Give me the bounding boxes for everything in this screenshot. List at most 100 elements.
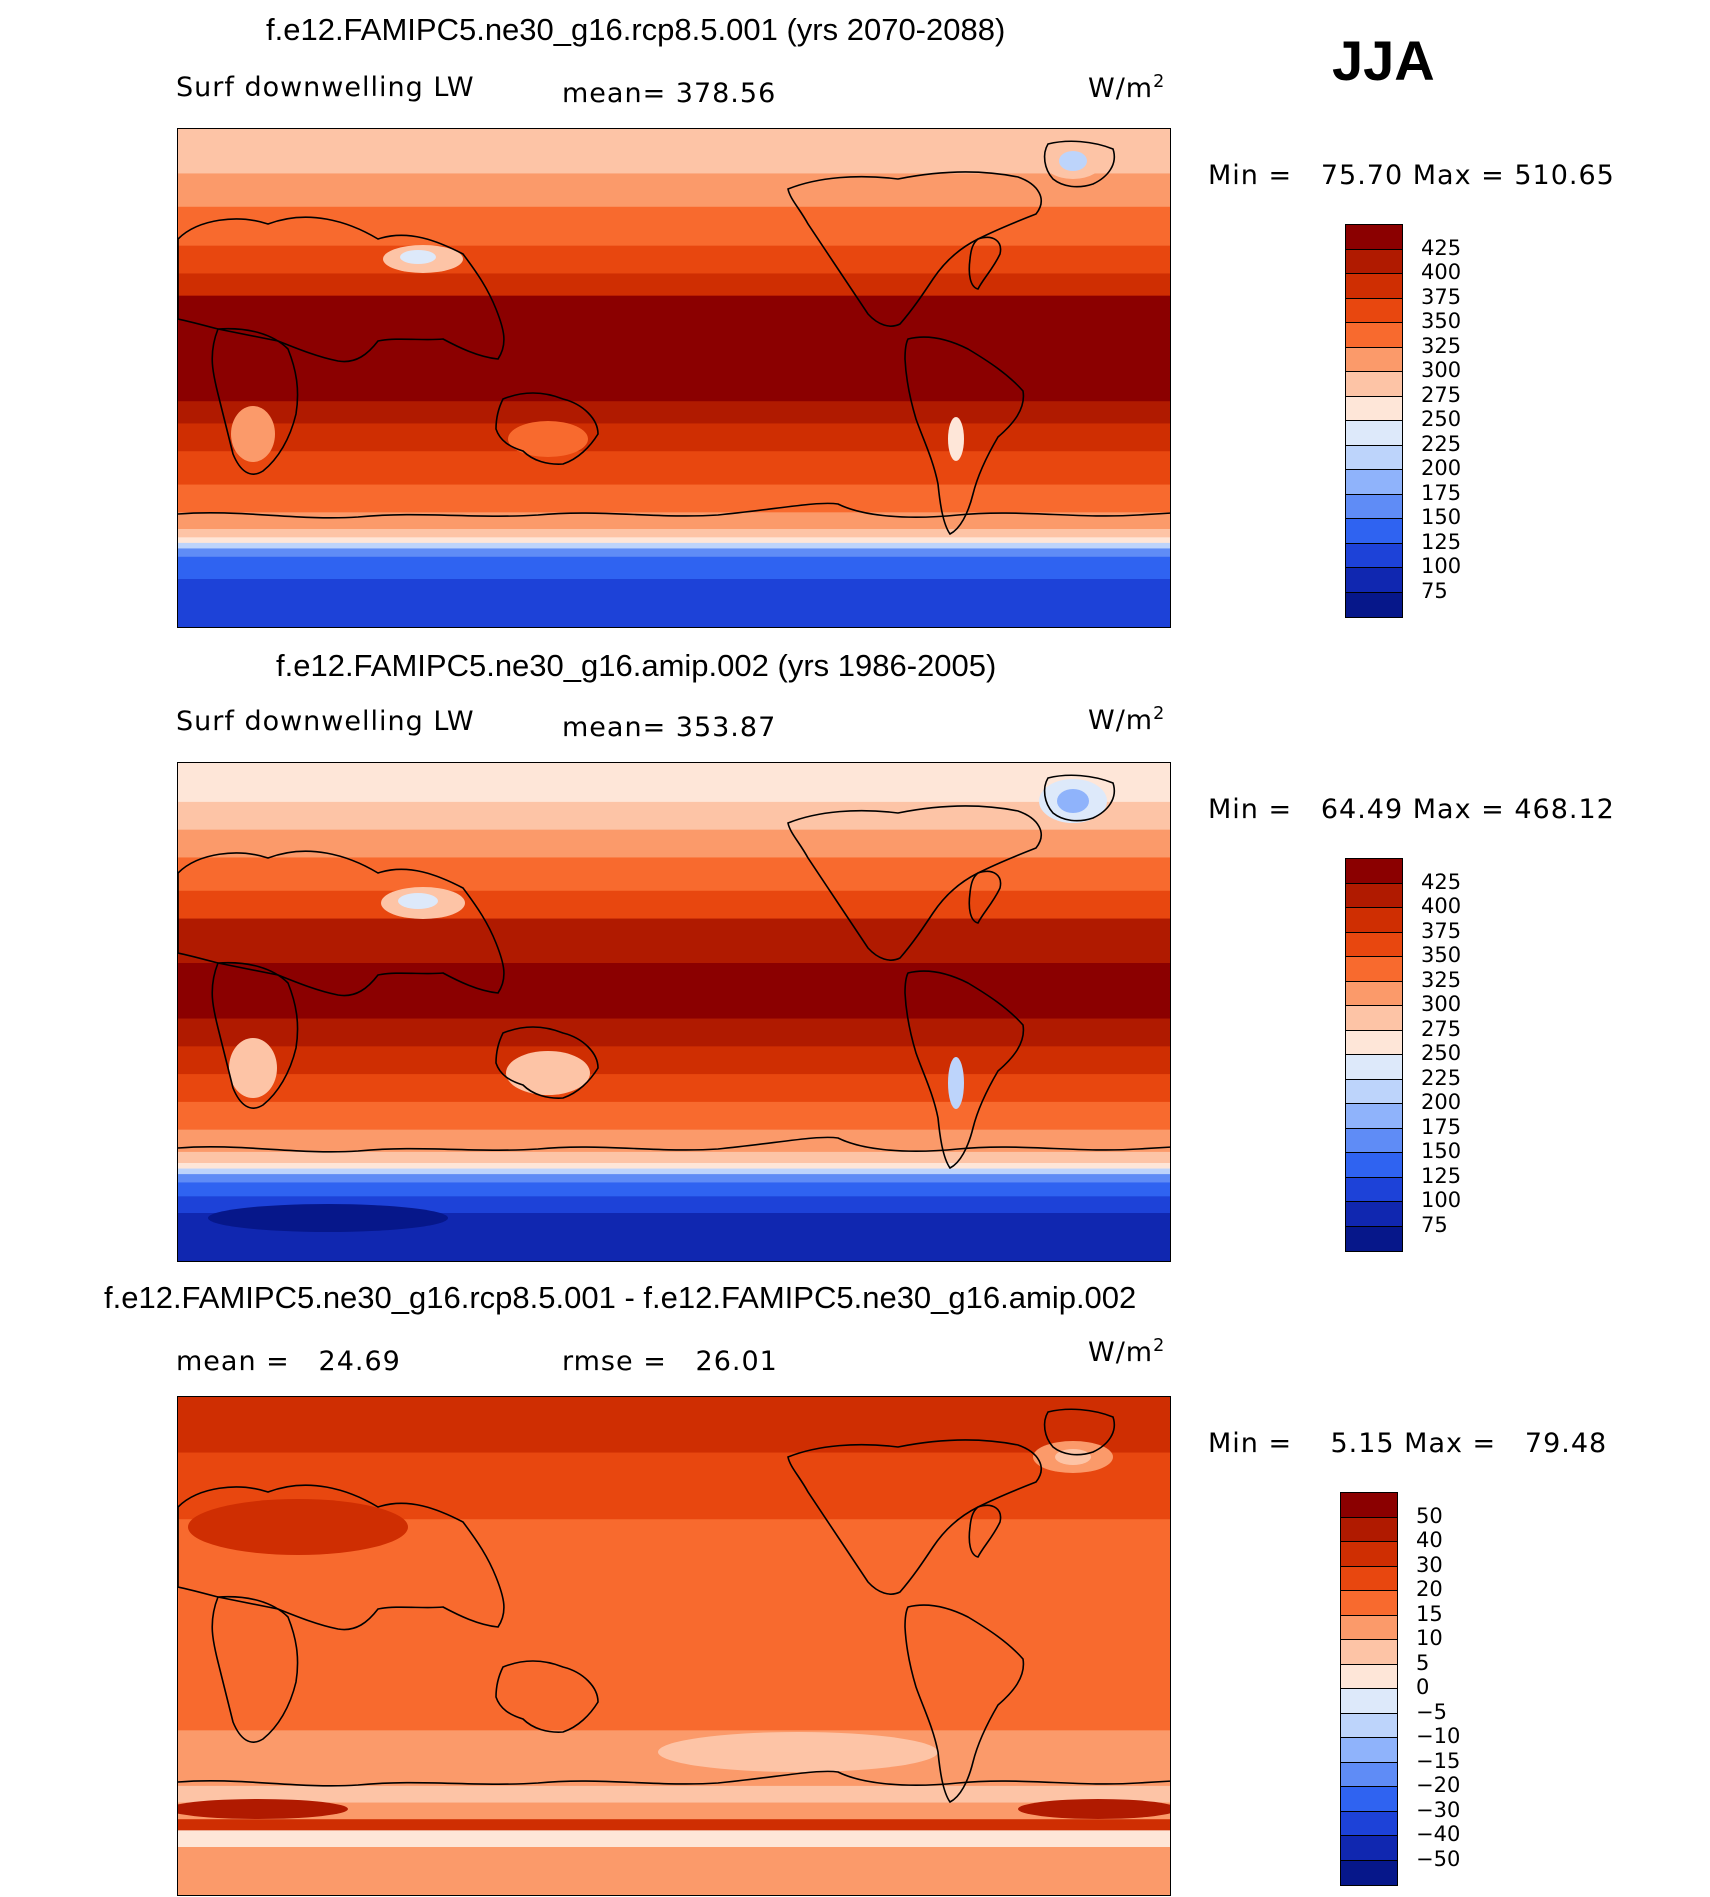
colorbar-tick-label: 225 [1421,1065,1462,1090]
coastline [787,1439,1042,1595]
coastline [211,1595,299,1743]
colorbar-tick-label: 275 [1421,1016,1462,1041]
colorbar-swatch [1340,1516,1398,1543]
colorbar-swatch [1345,346,1403,373]
coastline [904,1604,1025,1804]
minmax-label: Min = 75.70 Max = 510.65 [1208,160,1615,191]
heatmap-band [178,556,1170,580]
heatmap-band [178,1163,1170,1170]
coastline [968,236,1002,290]
colorbar-tick-label: −10 [1416,1724,1461,1748]
colorbar-tick-label: 375 [1421,918,1462,943]
minmax-label: Min = 5.15 Max = 79.48 [1208,1428,1608,1459]
heatmap-band [178,423,1170,452]
panel-title: f.e12.FAMIPC5.ne30_g16.amip.002 (yrs 198… [276,648,997,683]
heatmap-band [178,1802,1170,1820]
colorbar-tick-label: 350 [1421,943,1462,967]
southern-ocean-anomaly [1018,1799,1170,1819]
colorbar-swatch [1345,224,1403,250]
africa-anomaly [231,406,275,462]
units-label: W/m2 [1088,72,1166,104]
colorbar-swatch [1345,907,1403,933]
andes-anomaly [948,1057,964,1109]
heatmap-band [178,537,1170,544]
colorbar-tick-label: 125 [1421,529,1462,554]
heatmap-band [178,890,1170,920]
colorbar-tick-label: 300 [1421,358,1462,382]
andes-anomaly [948,417,964,461]
colorbar-tick-label: 30 [1416,1552,1443,1577]
colorbar-swatch [1345,858,1403,884]
colorbar-tick-label: 20 [1416,1577,1443,1601]
units-label: W/m2 [1088,1336,1166,1368]
colorbar-swatch [1345,980,1403,1007]
heatmap-band [178,1397,1170,1454]
colorbar-swatch [1345,444,1403,471]
colorbar-swatch [1340,1614,1398,1641]
heatmap-band [178,1151,1170,1164]
colorbar-tick-label: 10 [1416,1626,1443,1650]
colorbar-tick-label: 200 [1421,1090,1462,1114]
heatmap-band [178,1168,1170,1175]
heatmap-band [178,1830,1170,1848]
coastline [1043,774,1115,822]
heatmap-band [178,763,1170,803]
coastline [495,392,599,465]
variable-label: Surf downwelling LW [176,706,475,737]
map-panel-future [177,128,1171,628]
heatmap-band [178,529,1170,538]
colorbar-tick-label: 200 [1421,456,1462,480]
variable-label: Surf downwelling LW [176,72,475,103]
colorbar-tick-label: 125 [1421,1163,1462,1188]
heatmap-band [178,1519,1170,1731]
colorbar-swatch [1345,297,1403,324]
heatmap-band [178,245,1170,274]
colorbar-swatch [1345,1005,1403,1031]
heatmap-band [178,1074,1170,1103]
coastline [495,1660,599,1733]
australia-anomaly [508,421,588,457]
coastline [178,502,1170,519]
asia-anomaly [188,1499,408,1555]
colorbar-tick-label: 0 [1416,1675,1430,1699]
colorbar-swatch [1340,1565,1398,1592]
southern-ocean-anomaly [178,1799,348,1819]
heatmap-band [178,1129,1170,1153]
colorbar-swatch [1340,1835,1398,1861]
heatmap-band [178,1101,1170,1131]
heatmap-band [178,401,1170,424]
coastline [968,1504,1002,1558]
colorbar-swatch [1345,1103,1403,1129]
coastline [787,171,1042,327]
colorbar-swatch [1340,1786,1398,1812]
colorbar-swatch [1345,518,1403,544]
colorbar-swatch [1345,882,1403,909]
australia-anomaly [506,1051,590,1095]
panel-title: f.e12.FAMIPC5.ne30_g16.rcp8.5.001 (yrs 2… [266,12,1006,47]
coastline [787,805,1042,961]
colorbar-tick-label: −15 [1416,1748,1461,1773]
coastline [211,961,299,1109]
coastline [968,870,1002,924]
greenland-anomaly [1059,151,1087,171]
heatmap-band [178,273,1170,297]
coastline [904,970,1025,1170]
heatmap-band [178,857,1170,892]
colorbar-swatch [1345,395,1403,422]
colorbar-tick-label: 225 [1421,431,1462,456]
heatmap-band [178,206,1170,247]
colorbar-tick-label: −20 [1416,1773,1461,1797]
colorbar-swatch [1340,1688,1398,1714]
heatmap-band [178,1174,1170,1183]
colorbar-tick-label: 75 [1421,578,1448,603]
colorbar-tick-label: 250 [1421,407,1462,431]
colorbar-swatch [1345,1054,1403,1080]
heatmap-present [178,763,1170,1261]
colorbar-swatch [1340,1492,1398,1518]
mean-label: mean = 24.69 [176,1346,401,1377]
coastline [178,1136,1170,1153]
colorbar-tick-label: 150 [1421,1139,1462,1163]
heatmap-band [178,829,1170,858]
colorbar-tick-label: 425 [1421,869,1462,894]
heatmap-band [178,548,1170,558]
